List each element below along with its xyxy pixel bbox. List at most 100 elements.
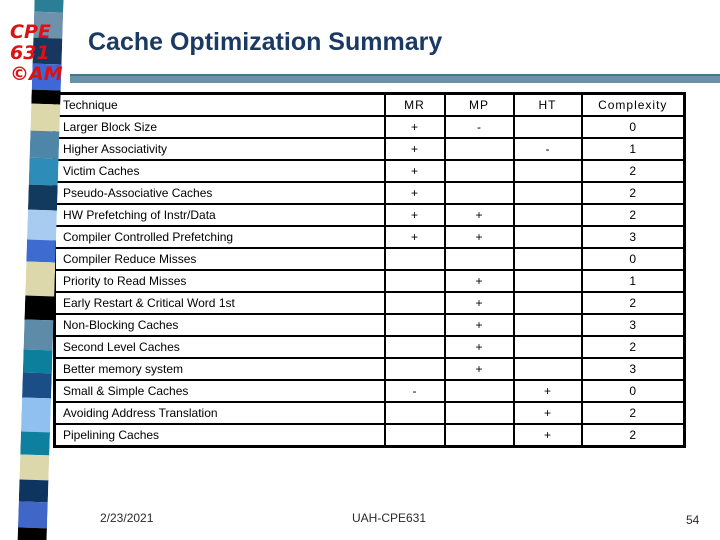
slide-id-line: 631	[10, 42, 50, 64]
strip-block	[34, 0, 64, 13]
technique-cell: Better memory system	[53, 357, 386, 381]
complexity-cell: 0	[580, 247, 686, 271]
mp-cell	[443, 379, 515, 403]
mr-cell: -	[383, 379, 446, 403]
mp-cell: +	[443, 335, 515, 359]
technique-cell: Small & Simple Caches	[53, 379, 386, 403]
ht-cell: -	[512, 137, 583, 161]
mp-cell: -	[443, 115, 515, 139]
slide-id-line: ©AM	[10, 63, 63, 85]
mr-cell: +	[383, 115, 446, 139]
technique-cell: Higher Associativity	[53, 137, 386, 161]
strip-block	[26, 239, 56, 263]
technique-cell: Early Restart & Critical Word 1st	[53, 291, 386, 315]
table-row: Early Restart & Critical Word 1st +2	[53, 291, 686, 315]
complexity-cell: 2	[580, 181, 686, 205]
table-header-row: Technique MR MP HT Complexity	[53, 92, 686, 117]
strip-block	[17, 501, 48, 529]
footer-date: 2/23/2021	[100, 511, 154, 525]
mr-cell: +	[383, 225, 446, 249]
mp-cell: +	[443, 203, 515, 227]
complexity-cell: 3	[580, 357, 686, 381]
complexity-cell: 0	[580, 115, 686, 139]
strip-block	[31, 89, 61, 105]
footer-course-label: UAH-CPE631	[352, 511, 427, 525]
ht-cell: +	[512, 423, 583, 448]
strip-block	[24, 295, 55, 321]
ht-cell	[512, 357, 583, 381]
strip-block	[23, 319, 54, 351]
table-row: Priority to Read Misses +1	[53, 269, 686, 293]
page-title: Cache Optimization Summary	[88, 28, 443, 56]
column-header-mr: MR	[383, 92, 446, 117]
mp-cell	[443, 401, 515, 425]
technique-cell: Avoiding Address Translation	[53, 401, 386, 425]
mp-cell: +	[443, 291, 515, 315]
strip-block	[18, 479, 49, 503]
complexity-cell: 1	[580, 269, 686, 293]
mr-cell: +	[383, 159, 446, 183]
mr-cell	[383, 335, 446, 359]
technique-cell: HW Prefetching of Instr/Data	[53, 203, 386, 227]
slide-id-line: CPE	[10, 21, 51, 43]
mr-cell: +	[383, 203, 446, 227]
ht-cell	[512, 291, 583, 315]
table-row: Better memory system +3	[53, 357, 686, 381]
slide-id: CPE 631 ©AM	[10, 22, 63, 85]
ht-cell	[512, 203, 583, 227]
ht-cell	[512, 269, 583, 293]
table-row: Higher Associativity + -1	[53, 137, 686, 161]
mp-cell: +	[443, 269, 515, 293]
strip-block	[22, 372, 52, 399]
technique-cell: Non-Blocking Caches	[53, 313, 386, 337]
strip-block	[27, 184, 58, 211]
mp-cell: +	[443, 357, 515, 381]
mp-cell	[443, 247, 515, 271]
title-accent-bar	[70, 74, 720, 83]
mr-cell	[383, 291, 446, 315]
mp-cell: +	[443, 313, 515, 337]
table-row: Pipelining Caches +2	[53, 423, 686, 448]
technique-cell: Pseudo-Associative Caches	[53, 181, 386, 205]
strip-block	[17, 527, 47, 540]
table-row: Victim Caches +2	[53, 159, 686, 183]
complexity-cell: 1	[580, 137, 686, 161]
technique-cell: Victim Caches	[53, 159, 386, 183]
column-header-mp: MP	[443, 92, 515, 117]
page-number: 54	[686, 513, 700, 527]
mr-cell	[383, 357, 446, 381]
table-row: Compiler Reduce Misses 0	[53, 247, 686, 271]
strip-block	[29, 130, 60, 159]
complexity-cell: 3	[580, 313, 686, 337]
ht-cell	[512, 159, 583, 183]
mr-cell: +	[383, 137, 446, 161]
complexity-cell: 2	[580, 423, 686, 448]
mp-cell	[443, 137, 515, 161]
strip-block	[20, 431, 50, 456]
technique-cell: Compiler Reduce Misses	[53, 247, 386, 271]
complexity-cell: 2	[580, 291, 686, 315]
summary-table-body: Larger Block Size + -0 Higher Associativity…	[53, 115, 686, 448]
mr-cell	[383, 401, 446, 425]
technique-cell: Priority to Read Misses	[53, 269, 386, 293]
strip-block	[25, 261, 56, 297]
strip-block	[30, 103, 61, 132]
complexity-cell: 2	[580, 159, 686, 183]
ht-cell	[512, 115, 583, 139]
table-row: Second Level Caches +2	[53, 335, 686, 359]
complexity-cell: 3	[580, 225, 686, 249]
mp-cell	[443, 181, 515, 205]
table-row: HW Prefetching of Instr/Data + +2	[53, 203, 686, 227]
column-header-technique: Technique	[53, 92, 386, 117]
table-row: Small & Simple Caches - +0	[53, 379, 686, 403]
complexity-cell: 2	[580, 401, 686, 425]
strip-block	[27, 209, 57, 241]
complexity-cell: 2	[580, 203, 686, 227]
ht-cell: +	[512, 379, 583, 403]
strip-block	[22, 349, 53, 374]
column-header-ht: HT	[512, 92, 583, 117]
table-row: Compiler Controlled Prefetching + +3	[53, 225, 686, 249]
table-row: Larger Block Size + - 0	[53, 115, 686, 139]
table-row: Avoiding Address Translation +2	[53, 401, 686, 425]
mr-cell	[383, 247, 446, 271]
